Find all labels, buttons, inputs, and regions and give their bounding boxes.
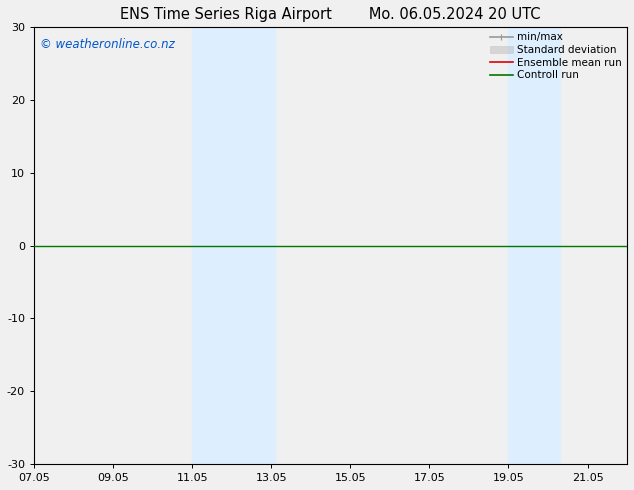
Title: ENS Time Series Riga Airport        Mo. 06.05.2024 20 UTC: ENS Time Series Riga Airport Mo. 06.05.2… [120,7,541,22]
Bar [508,27,560,464]
Text: © weatheronline.co.nz: © weatheronline.co.nz [40,38,175,51]
Bar [192,27,275,464]
Legend: min/max, Standard deviation, Ensemble mean run, Controll run: min/max, Standard deviation, Ensemble me… [487,29,625,83]
